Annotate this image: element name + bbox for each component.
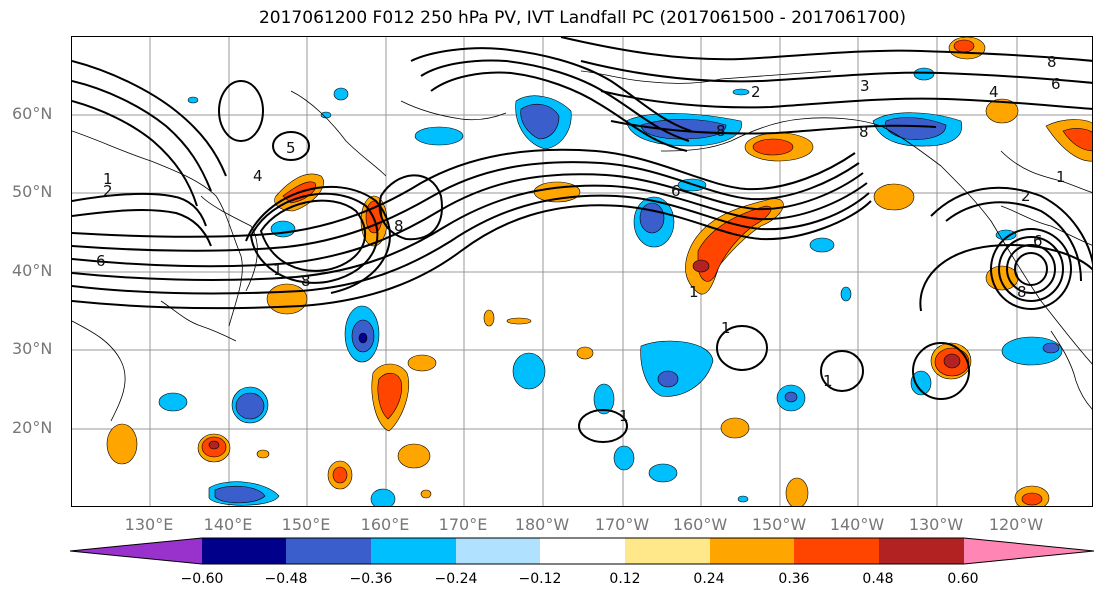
lon-label-180w: 180°W: [514, 515, 570, 534]
colorbar-segment: [70, 538, 202, 564]
graticule: [72, 37, 1092, 506]
positive-pv-anomalies: [106, 37, 1092, 506]
contour-label: 2: [103, 182, 113, 200]
colorbar-tick-label: 0.12: [609, 571, 641, 587]
colorbar-tick-label: 0.36: [778, 571, 810, 587]
contour-label: 6: [1033, 232, 1043, 250]
lon-label-150e: 150°E: [281, 515, 331, 534]
colorbar-segment: [456, 538, 540, 564]
colorbar-segment: [371, 538, 456, 564]
contour-label: 8: [394, 217, 404, 235]
contour-label: 1: [823, 372, 833, 390]
contour-label: 8: [859, 123, 869, 141]
colorbar-segment: [202, 538, 286, 564]
lon-label-130w: 130°W: [908, 515, 964, 534]
colorbar-segment: [625, 538, 710, 564]
contour-label: 4: [989, 83, 999, 101]
lon-label-170e: 170°E: [438, 515, 488, 534]
contour-label: 6: [1051, 75, 1061, 93]
lon-label-170w: 170°W: [594, 515, 650, 534]
contour-label: 8: [1017, 283, 1027, 301]
colorbar-tick-label: 0.60: [947, 571, 979, 587]
contour-label: 1: [1056, 168, 1066, 186]
colorbar-segment: [710, 538, 794, 564]
contour-label: 1: [273, 261, 283, 279]
lon-label-120w: 120°W: [988, 515, 1044, 534]
colorbar-tick-label: −0.36: [349, 571, 393, 587]
contour-label: 1: [689, 283, 699, 301]
contour-label: 3: [860, 77, 870, 95]
colorbar-tick-label: −0.24: [434, 571, 478, 587]
lon-label-150w: 150°W: [751, 515, 807, 534]
colorbar-tick-label: 0.24: [693, 571, 725, 587]
lat-label-20n: 20°N: [12, 418, 53, 437]
lon-label-160w: 160°W: [672, 515, 728, 534]
lat-label-40n: 40°N: [12, 261, 53, 280]
contour-label: 8: [716, 122, 726, 140]
colorbar-tick-label: −0.12: [518, 571, 562, 587]
contour-labels: 1 2 5 4 8 1 2 8 6 8 3 8 4 6 1 6 8 2 6 8 …: [96, 53, 1066, 425]
ivt-contours: [72, 37, 1092, 443]
colorbar-segment: [794, 538, 879, 564]
contour-label: 6: [96, 252, 106, 270]
contour-label: 2: [1021, 187, 1031, 205]
lat-label-30n: 30°N: [12, 339, 53, 358]
lat-label-60n: 60°N: [12, 104, 53, 123]
colorbar-segment: [879, 538, 964, 564]
map-canvas: 1 2 5 4 8 1 2 8 6 8 3 8 4 6 1 6 8 2 6 8 …: [72, 37, 1092, 506]
colorbar-segment: [286, 538, 371, 564]
contour-label: 1: [721, 319, 731, 337]
colorbar: [70, 537, 1095, 565]
contour-label: 1: [619, 407, 629, 425]
colorbar-tick-label: −0.48: [264, 571, 308, 587]
lon-label-140w: 140°W: [829, 515, 885, 534]
colorbar-tick-label: 0.48: [862, 571, 894, 587]
lon-label-130e: 130°E: [124, 515, 174, 534]
map-panel: 1 2 5 4 8 1 2 8 6 8 3 8 4 6 1 6 8 2 6 8 …: [71, 36, 1093, 507]
colorbar-segment: [964, 538, 1094, 564]
negative-pv-anomalies: [158, 67, 1063, 506]
lon-label-160e: 160°E: [360, 515, 410, 534]
contour-label: 6: [671, 182, 681, 200]
colorbar-tick-label: −0.60: [180, 571, 224, 587]
coastlines: [72, 70, 1092, 422]
lon-label-140e: 140°E: [203, 515, 253, 534]
contour-label: 8: [1047, 53, 1057, 71]
contour-label: 5: [286, 139, 296, 157]
map-title: 2017061200 F012 250 hPa PV, IVT Landfall…: [258, 8, 906, 28]
contour-label: 4: [253, 167, 263, 185]
contour-label: 8: [301, 272, 311, 290]
contour-label: 2: [751, 83, 761, 101]
contour-label: 1: [103, 170, 113, 188]
colorbar-segment: [540, 538, 625, 564]
lat-label-50n: 50°N: [12, 182, 53, 201]
